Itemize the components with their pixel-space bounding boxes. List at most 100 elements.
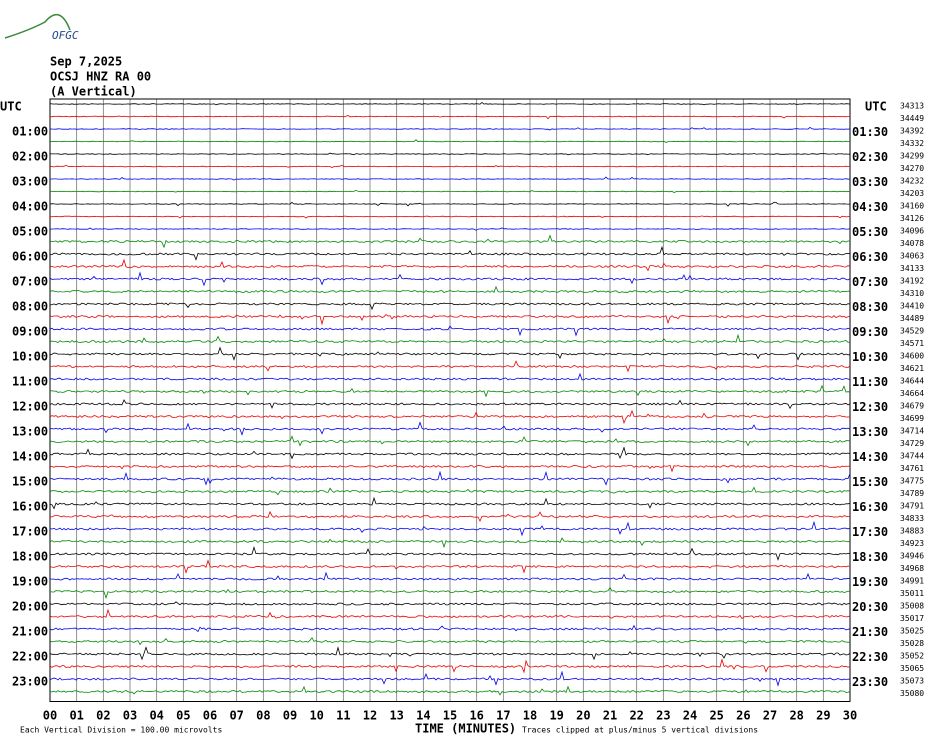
trace: [49, 372, 851, 381]
right-hour-label: 09:30: [852, 325, 888, 339]
trace: [49, 571, 851, 581]
trace-count: 34679: [900, 402, 924, 411]
right-hour-label: 11:30: [852, 375, 888, 389]
trace: [49, 409, 851, 425]
trace-count: 34968: [900, 564, 924, 573]
trace: [49, 470, 851, 486]
x-tick-label: 27: [763, 709, 777, 723]
trace-count: 35052: [900, 652, 924, 661]
trace-count: 34160: [900, 202, 924, 211]
trace: [49, 608, 851, 620]
x-tick-label: 03: [123, 709, 137, 723]
trace-count: 34883: [900, 527, 924, 536]
right-hour-label: 05:30: [852, 225, 888, 239]
x-tick-label: 06: [203, 709, 217, 723]
trace: [49, 496, 851, 510]
logo: OFGC: [52, 29, 79, 42]
trace-count: 34644: [900, 377, 924, 386]
left-hour-label: 23:00: [12, 675, 48, 689]
trace: [49, 685, 851, 696]
trace: [49, 559, 851, 574]
trace-count: 35008: [900, 602, 924, 611]
left-title: UTC: [0, 100, 22, 114]
trace-count: 34078: [900, 239, 924, 248]
station: OCSJ HNZ RA 00: [50, 70, 151, 84]
trace: [49, 201, 850, 207]
left-hour-label: 20:00: [12, 600, 48, 614]
x-tick-label: 29: [816, 709, 830, 723]
x-tick-label: 21: [603, 709, 617, 723]
x-tick-label: 18: [523, 709, 537, 723]
trace: [49, 302, 851, 311]
left-hour-label: 18:00: [12, 550, 48, 564]
trace: [49, 637, 851, 646]
trace-count: 34299: [900, 152, 924, 161]
right-hour-label: 04:30: [852, 200, 888, 214]
trace: [49, 435, 851, 447]
trace-count: 34449: [900, 114, 924, 123]
x-tick-label: 16: [469, 709, 483, 723]
right-hour-label: 23:30: [852, 675, 888, 689]
x-tick-label: 07: [229, 709, 243, 723]
trace: [49, 510, 851, 522]
x-tick-label: 28: [789, 709, 803, 723]
trace-count: 34775: [900, 477, 924, 486]
x-tick-label: 15: [443, 709, 457, 723]
trace-count: 34096: [900, 227, 924, 236]
right-hour-label: 22:30: [852, 650, 888, 664]
right-hour-label: 12:30: [852, 400, 888, 414]
right-hour-label: 14:30: [852, 450, 888, 464]
left-hour-label: 02:00: [12, 150, 48, 164]
left-hour-label: 21:00: [12, 625, 48, 639]
trace: [49, 537, 851, 549]
x-tick-label: 25: [709, 709, 723, 723]
trace: [49, 234, 851, 249]
left-hour-label: 08:00: [12, 300, 48, 314]
right-hour-label: 13:30: [852, 425, 888, 439]
right-hour-label: 21:30: [852, 625, 888, 639]
right-title: UTC: [865, 100, 887, 114]
trace: [49, 520, 851, 537]
left-hour-label: 11:00: [12, 375, 48, 389]
trace: [49, 586, 851, 600]
left-hour-label: 15:00: [12, 475, 48, 489]
left-hour-label: 05:00: [12, 225, 48, 239]
x-tick-label: 00: [43, 709, 57, 723]
trace-count: 34489: [900, 314, 924, 323]
right-hour-label: 16:30: [852, 500, 888, 514]
trace: [49, 215, 851, 219]
trace-count: 35080: [900, 689, 924, 698]
trace: [49, 176, 851, 181]
right-hour-label: 02:30: [852, 150, 888, 164]
trace-count: 34313: [900, 102, 924, 111]
x-tick-label: 19: [549, 709, 563, 723]
scale-note: Each Vertical Division = 100.00 microvol…: [20, 726, 222, 735]
left-hour-label: 19:00: [12, 575, 48, 589]
trace-count: 35028: [900, 639, 924, 648]
trace: [49, 446, 851, 460]
trace-count: 34664: [900, 389, 924, 398]
right-hour-label: 07:30: [852, 275, 888, 289]
right-hour-label: 01:30: [852, 125, 888, 139]
trace: [49, 601, 851, 606]
trace: [49, 624, 851, 633]
right-hour-label: 15:30: [852, 475, 888, 489]
trace: [49, 646, 851, 661]
trace: [50, 384, 851, 398]
trace: [49, 271, 851, 287]
left-hour-label: 03:00: [12, 175, 48, 189]
trace: [49, 546, 851, 561]
left-hour-label: 09:00: [12, 325, 48, 339]
x-tick-label: 26: [736, 709, 750, 723]
trace-count: 34270: [900, 164, 924, 173]
left-hour-label: 10:00: [12, 350, 48, 364]
trace-count: 34699: [900, 414, 924, 423]
trace-count: 35025: [900, 627, 924, 636]
x-tick-label: 17: [496, 709, 510, 723]
left-hour-label: 12:00: [12, 400, 48, 414]
trace: [49, 670, 851, 687]
trace: [49, 189, 851, 193]
trace: [49, 152, 851, 156]
trace: [49, 325, 851, 337]
